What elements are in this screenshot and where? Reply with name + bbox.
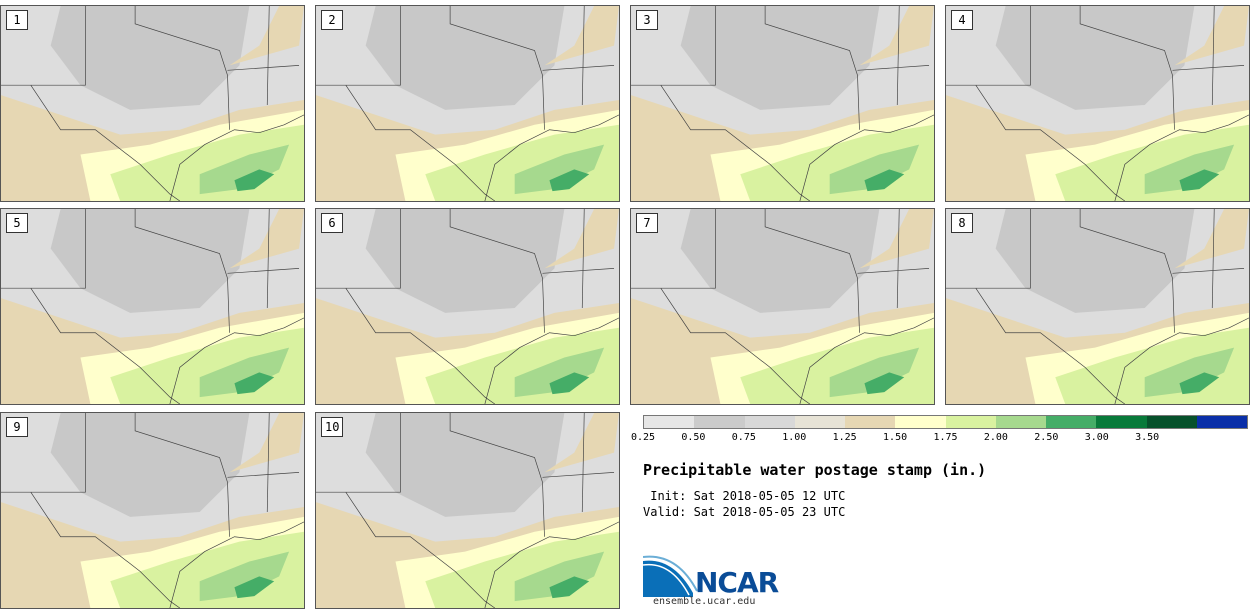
logo-text: NCAR [695,566,779,599]
colorbar-segment [995,416,1046,428]
valid-time: Valid: Sat 2018-05-05 23 UTC [643,505,846,519]
panel-number-label: 2 [321,10,343,30]
panel-number-label: 6 [321,213,343,233]
colorbar-tick-label: 1.25 [832,432,857,443]
colorbar-tick-label: 3.00 [1084,432,1109,443]
colorbar-tick-label: 0.75 [731,432,756,443]
panel-number-label: 4 [951,10,973,30]
postage-stamp-panel: 9 [0,412,305,609]
colorbar-tick-label: 0.25 [630,432,656,443]
init-time: Init: Sat 2018-05-05 12 UTC [643,489,846,503]
colorbar-tick-label: 2.50 [1034,432,1059,443]
postage-stamp-panel: 5 [0,208,305,405]
postage-stamp-panel: 6 [315,208,620,405]
postage-stamp-panel: 8 [945,208,1250,405]
colorbar-segment [895,416,946,428]
colorbar-segment [1146,416,1197,428]
postage-stamp-panel: 2 [315,5,620,202]
panel-number-label: 7 [636,213,658,233]
colorbar-segment [1096,416,1147,428]
colorbar-tick-label: 1.50 [883,432,908,443]
postage-stamp-panel: 3 [630,5,935,202]
postage-stamp-panel: 10 [315,412,620,609]
colorbar-segment [694,416,745,428]
postage-stamp-panel: 4 [945,5,1250,202]
panel-number-label: 3 [636,10,658,30]
colorbar-tick-label: 2.00 [983,432,1008,443]
colorbar-segment [1196,416,1247,428]
colorbar-segment [1046,416,1097,428]
colorbar-segment [744,416,795,428]
colorbar-tick-label: 0.50 [681,432,706,443]
panel-number-label: 9 [6,417,28,437]
colorbar-segment [845,416,896,428]
colorbar [643,415,1248,429]
logo-url: ensemble.ucar.edu [653,596,756,607]
colorbar-segment [945,416,996,428]
colorbar-tick-label: 3.50 [1135,432,1160,443]
colorbar-ticks: 0.25 0.50 0.75 1.00 1.25 1.50 1.75 2.00 2.50 3.00… [630,432,1250,446]
panel-number-label: 5 [6,213,28,233]
colorbar-segment [644,416,695,428]
colorbar-tick-label: 1.75 [933,432,958,443]
panel-number-label: 10 [321,417,344,437]
colorbar-segment [794,416,845,428]
postage-stamp-panel: 7 [630,208,935,405]
ncar-logo-icon [643,555,698,597]
figure-title: Precipitable water postage stamp (in.) [643,461,987,479]
colorbar-tick-label: 1.00 [782,432,807,443]
postage-stamp-panel: 1 [0,5,305,202]
panel-number-label: 8 [951,213,973,233]
panel-number-label: 1 [6,10,28,30]
